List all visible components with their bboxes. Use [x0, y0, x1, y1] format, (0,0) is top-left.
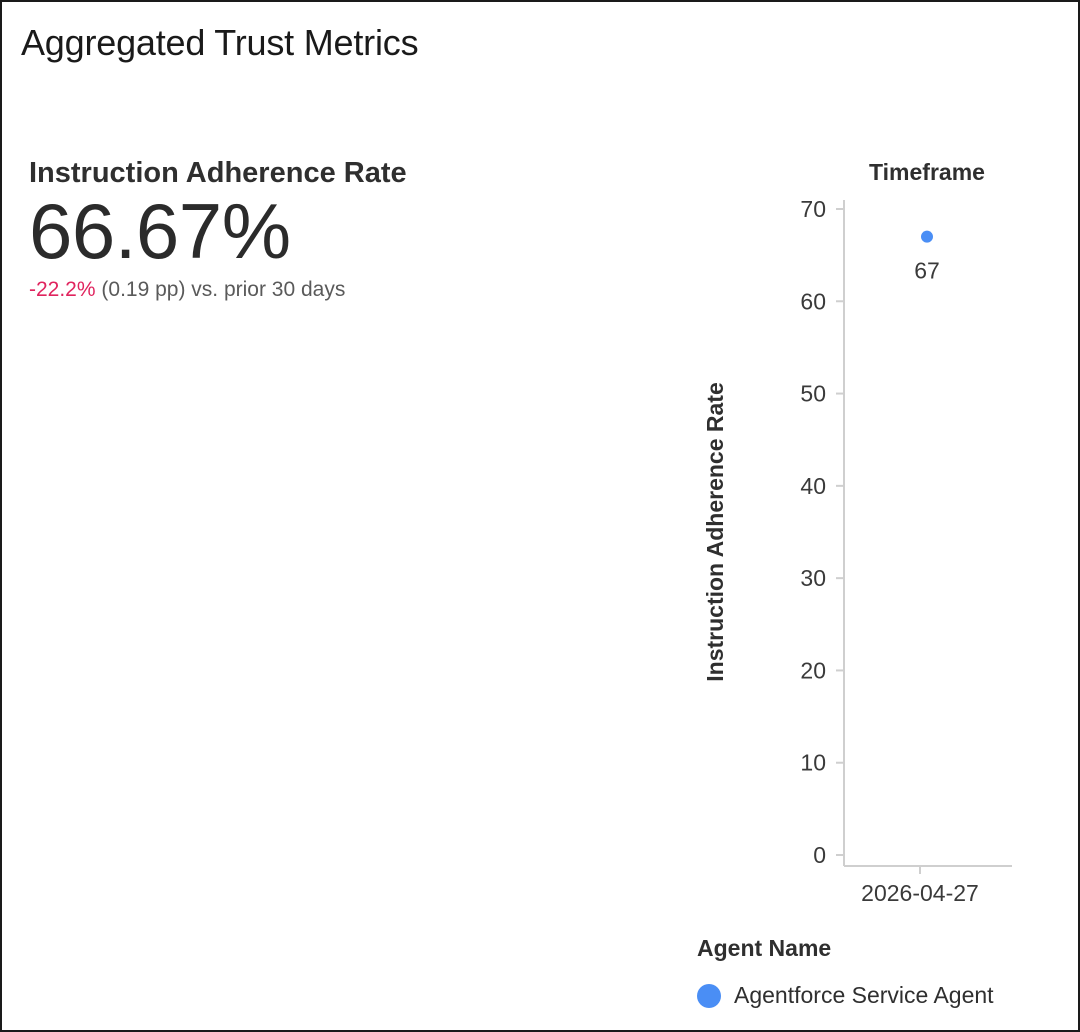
kpi-comparison-text: (0.19 pp) vs. prior 30 days	[101, 277, 346, 301]
kpi-comparison-line: -22.2% (0.19 pp) vs. prior 30 days	[29, 278, 407, 302]
y-tick-label: 70	[800, 196, 826, 222]
data-label: 67	[914, 258, 940, 284]
chart-title: Timeframe	[869, 159, 985, 185]
y-tick-label: 50	[800, 381, 826, 407]
y-tick-label: 40	[800, 473, 826, 499]
legend: Agent Name Agentforce Service Agent	[697, 935, 994, 1009]
legend-title: Agent Name	[697, 935, 832, 961]
y-axis-label: Instruction Adherence Rate	[702, 382, 728, 681]
legend-dot-icon	[697, 983, 721, 1008]
y-tick-label: 20	[800, 657, 826, 683]
legend-item[interactable]: Agentforce Service Agent	[697, 982, 994, 1009]
y-tick-label: 0	[813, 842, 826, 868]
data-point[interactable]	[921, 230, 933, 243]
legend-item-label: Agentforce Service Agent	[734, 982, 994, 1008]
data-points: 67	[914, 230, 940, 284]
y-tick-label: 10	[800, 750, 826, 776]
y-tick-label: 60	[800, 288, 826, 314]
kpi-value: 66.67%	[29, 187, 291, 275]
scatter-chart: Timeframe Instruction Adherence Rate 0 10…	[702, 159, 1012, 906]
y-tick-label: 30	[800, 565, 826, 591]
x-axis-ticks: 2026-04-27	[861, 866, 979, 906]
kpi-title: Instruction Adherence Rate	[29, 157, 407, 189]
y-axis-ticks: 0 10 20 30 40 50 60 70	[800, 196, 844, 868]
kpi-card: Instruction Adherence Rate 66.67% -22.2%…	[29, 157, 407, 302]
x-tick-label: 2026-04-27	[861, 880, 979, 906]
kpi-delta: -22.2%	[29, 277, 96, 301]
page-title: Aggregated Trust Metrics	[21, 22, 419, 63]
